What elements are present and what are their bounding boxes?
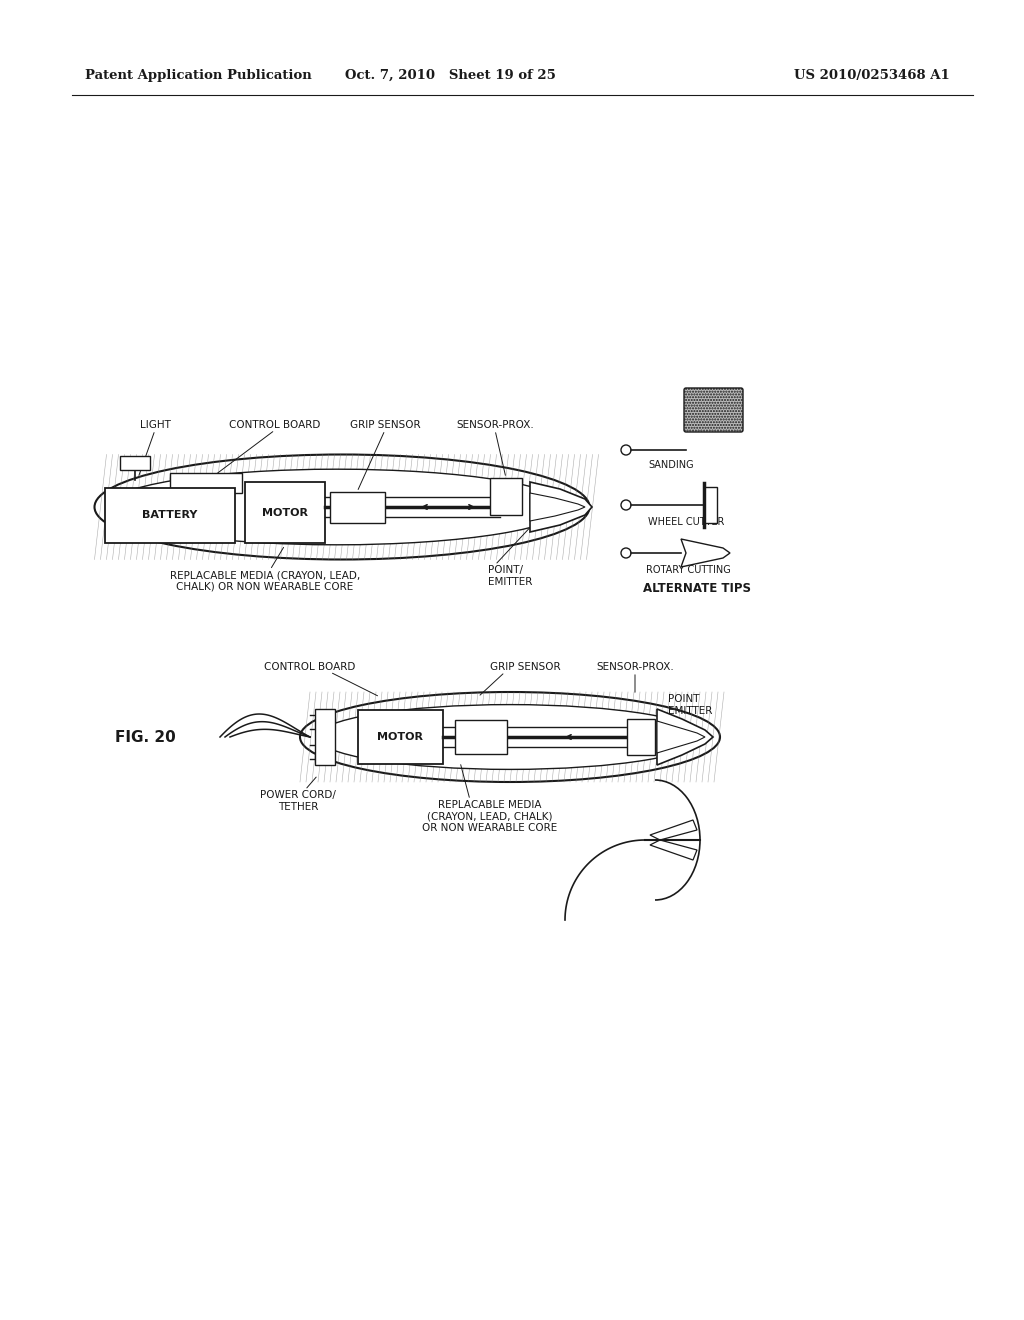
Text: GRIP SENSOR: GRIP SENSOR — [489, 663, 560, 672]
Ellipse shape — [300, 692, 720, 781]
Polygon shape — [530, 482, 592, 532]
FancyBboxPatch shape — [684, 388, 743, 432]
Text: US 2010/0253468 A1: US 2010/0253468 A1 — [795, 69, 950, 82]
Polygon shape — [650, 820, 697, 840]
FancyBboxPatch shape — [358, 710, 443, 764]
FancyBboxPatch shape — [330, 492, 385, 523]
FancyBboxPatch shape — [170, 473, 242, 492]
Text: LIGHT: LIGHT — [139, 420, 170, 430]
Polygon shape — [657, 709, 713, 766]
Text: GRIP SENSOR: GRIP SENSOR — [349, 420, 420, 430]
Text: FIG. 20: FIG. 20 — [115, 730, 176, 744]
FancyBboxPatch shape — [245, 482, 325, 543]
Polygon shape — [681, 539, 730, 568]
FancyBboxPatch shape — [705, 487, 717, 523]
Text: MOTOR: MOTOR — [378, 733, 424, 742]
Polygon shape — [530, 492, 585, 521]
Text: CONTROL BOARD: CONTROL BOARD — [264, 663, 355, 672]
Text: WHEEL CUTTER: WHEEL CUTTER — [648, 517, 724, 527]
Text: SANDING: SANDING — [648, 459, 693, 470]
Text: REPLACABLE MEDIA
(CRAYON, LEAD, CHALK)
OR NON WEARABLE CORE: REPLACABLE MEDIA (CRAYON, LEAD, CHALK) O… — [422, 800, 558, 833]
Text: ROTARY CUTTING: ROTARY CUTTING — [646, 565, 731, 576]
Text: POINT/
EMITTER: POINT/ EMITTER — [488, 565, 532, 586]
Circle shape — [621, 500, 631, 510]
Polygon shape — [650, 840, 697, 861]
Text: REPLACABLE MEDIA (CRAYON, LEAD,
CHALK) OR NON WEARABLE CORE: REPLACABLE MEDIA (CRAYON, LEAD, CHALK) O… — [170, 570, 360, 591]
FancyBboxPatch shape — [627, 719, 655, 755]
Text: ALTERNATE TIPS: ALTERNATE TIPS — [643, 582, 751, 595]
FancyBboxPatch shape — [120, 455, 150, 470]
FancyBboxPatch shape — [315, 709, 335, 766]
Text: Patent Application Publication: Patent Application Publication — [85, 69, 311, 82]
Circle shape — [621, 548, 631, 558]
Text: CONTROL BOARD: CONTROL BOARD — [229, 420, 321, 430]
Text: Oct. 7, 2010   Sheet 19 of 25: Oct. 7, 2010 Sheet 19 of 25 — [344, 69, 555, 82]
Text: POINT
EMITTER: POINT EMITTER — [668, 694, 713, 715]
Polygon shape — [657, 721, 705, 752]
Text: MOTOR: MOTOR — [262, 507, 308, 517]
Circle shape — [621, 445, 631, 455]
Text: BATTERY: BATTERY — [142, 511, 198, 520]
Text: SENSOR-PROX.: SENSOR-PROX. — [596, 663, 674, 672]
FancyBboxPatch shape — [455, 719, 507, 754]
Ellipse shape — [94, 454, 590, 560]
Ellipse shape — [106, 469, 567, 545]
Text: POWER CORD/
TETHER: POWER CORD/ TETHER — [260, 789, 336, 812]
Text: SENSOR-PROX.: SENSOR-PROX. — [456, 420, 534, 430]
FancyBboxPatch shape — [490, 478, 522, 515]
FancyBboxPatch shape — [105, 488, 234, 543]
Ellipse shape — [316, 705, 703, 770]
